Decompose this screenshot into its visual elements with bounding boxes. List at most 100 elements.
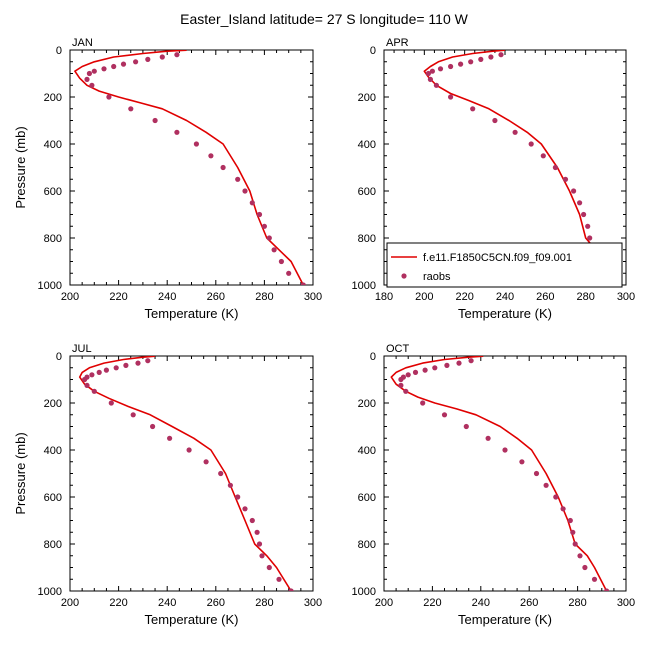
raobs-point (398, 382, 404, 388)
x-tick-label: 280 (568, 597, 586, 609)
panel-label: APR (386, 37, 409, 49)
raobs-point (429, 68, 435, 74)
chart-panel-oct: 200 220 240 260 280 300 0 200 400 600 800 1000 OCT Te… (352, 343, 636, 627)
raobs-point (591, 576, 598, 582)
raobs-point (91, 388, 97, 394)
y-tick-label: 800 (44, 539, 62, 551)
model-profile-line (390, 356, 608, 591)
raobs-point (89, 82, 95, 88)
raobs-point (540, 153, 546, 159)
y-axis-label: Pressure (mb) (13, 432, 28, 514)
raobs-point (286, 270, 292, 276)
x-tick-label: 300 (304, 291, 322, 303)
raobs-point (120, 61, 127, 67)
x-tick-label: 200 (61, 597, 79, 609)
y-tick-label: 400 (44, 445, 62, 457)
raobs-point (398, 376, 404, 383)
raobs-point (478, 56, 484, 63)
raobs-point (220, 164, 226, 171)
raobs-point (437, 66, 444, 72)
y-tick-label: 600 (44, 186, 62, 198)
raobs-point (227, 482, 233, 488)
raobs-point (242, 188, 248, 194)
raobs-point (133, 59, 139, 65)
model-profile-line (74, 50, 305, 285)
raobs-point (570, 529, 576, 535)
y-tick-label: 1000 (352, 280, 376, 292)
x-tick-label: 240 (158, 291, 176, 303)
y-tick-label: 0 (370, 45, 376, 57)
raobs-point (145, 56, 151, 63)
x-tick-label: 220 (109, 291, 127, 303)
raobs-point (103, 367, 109, 373)
x-axis-label: Temperature (K) (458, 612, 552, 627)
raobs-point (560, 506, 566, 512)
x-tick-label: 240 (496, 291, 514, 303)
raobs-point (553, 494, 559, 500)
y-tick-label: 800 (358, 539, 376, 551)
panels: 200 220 240 260 280 300 0 200 400 600 800 1000 JAN Te… (13, 37, 635, 627)
raobs-point (420, 400, 426, 406)
raobs-point (403, 388, 409, 394)
raobs-point (130, 412, 136, 418)
y-tick-label: 600 (358, 186, 376, 198)
raobs-point (276, 576, 282, 582)
raobs-point (111, 63, 117, 70)
raobs-point (259, 553, 265, 559)
raobs-point (468, 59, 474, 65)
raobs-point (458, 61, 464, 67)
y-tick-label: 0 (56, 45, 62, 57)
panel-label: OCT (386, 343, 410, 355)
raobs-point (235, 494, 241, 500)
raobs-point (488, 54, 494, 60)
raobs-point (432, 365, 438, 371)
x-tick-label: 200 (375, 597, 393, 609)
x-axis-label: Temperature (K) (458, 306, 552, 321)
raobs-point (562, 176, 569, 182)
x-tick-label: 220 (109, 597, 127, 609)
model-profile-line (423, 50, 617, 285)
legend-obs-marker (401, 273, 407, 279)
raobs-point (498, 52, 504, 58)
raobs-point (218, 470, 224, 477)
plot-frame (383, 355, 627, 592)
y-tick-label: 200 (358, 92, 376, 104)
raobs-point (254, 529, 260, 535)
raobs-point (113, 365, 119, 371)
raobs-point (91, 68, 97, 74)
plot-frame (69, 355, 314, 592)
y-tick-label: 1000 (352, 586, 376, 598)
raobs-point (106, 94, 112, 100)
legend-box (386, 242, 623, 288)
raobs-point (135, 360, 141, 366)
raobs-point (587, 235, 593, 241)
raobs-point (422, 367, 428, 373)
x-tick-label: 180 (375, 291, 393, 303)
y-tick-label: 400 (358, 445, 376, 457)
chart-panel-jul: 200 220 240 260 280 300 0 200 400 600 800 1000 JUL Te… (13, 343, 322, 627)
raobs-point (581, 211, 587, 218)
raobs-point (405, 372, 411, 378)
x-tick-label: 260 (207, 291, 225, 303)
raobs-point (412, 369, 419, 375)
raobs-point (82, 376, 88, 383)
panel-label: JAN (72, 37, 93, 49)
raobs-point (128, 106, 134, 112)
raobs-point (433, 82, 439, 88)
y-tick-label: 200 (44, 92, 62, 104)
raobs-point (427, 76, 433, 82)
y-tick-label: 1000 (38, 586, 62, 598)
raobs-point (577, 200, 583, 206)
raobs-point (84, 76, 90, 82)
x-tick-label: 300 (617, 291, 635, 303)
x-tick-label: 260 (536, 291, 554, 303)
legend-obs-label: raobs (423, 271, 451, 283)
raobs-point (150, 423, 156, 430)
raobs-point (492, 117, 498, 124)
raobs-point (193, 141, 199, 147)
raobs-point (567, 517, 573, 524)
raobs-point (256, 541, 263, 547)
raobs-point (266, 235, 272, 241)
x-tick-label: 260 (207, 597, 225, 609)
